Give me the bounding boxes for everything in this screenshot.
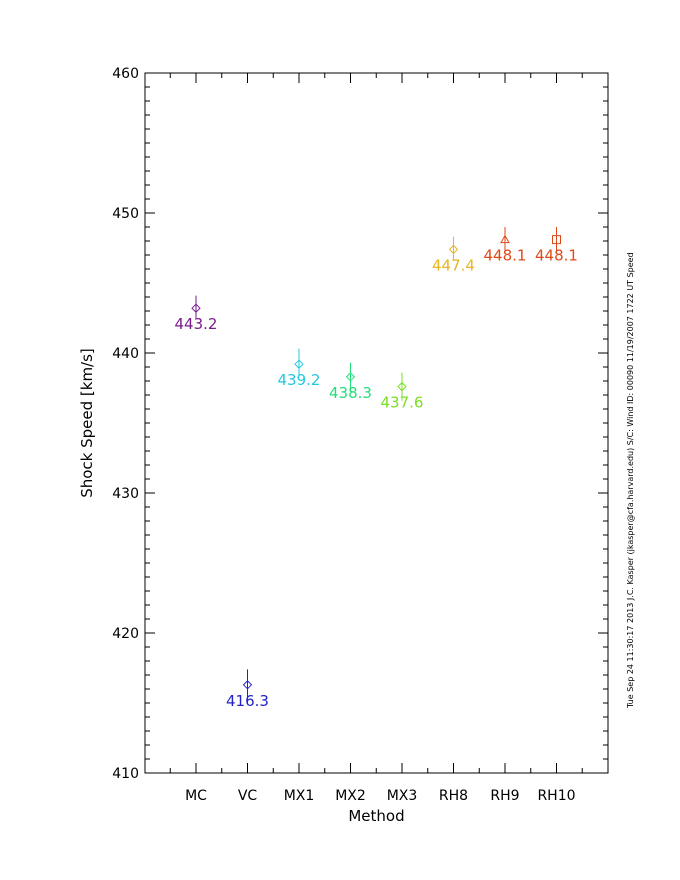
y-tick-label: 460 xyxy=(112,66,139,82)
data-label: 416.3 xyxy=(226,692,269,710)
y-tick-label: 430 xyxy=(112,486,139,502)
y-tick-label: 450 xyxy=(112,206,139,222)
data-point-rh9: 448.1 xyxy=(484,227,527,265)
diamond-marker xyxy=(397,381,407,392)
y-tick-label: 420 xyxy=(112,626,139,642)
data-label: 437.6 xyxy=(381,394,424,412)
y-axis-label: Shock Speed [km/s] xyxy=(78,348,96,498)
diamond-marker xyxy=(448,244,459,255)
x-axis-label: Method xyxy=(348,807,404,825)
x-tick-label: RH10 xyxy=(537,788,575,804)
data-label: 448.1 xyxy=(484,247,527,265)
plot-frame xyxy=(144,72,609,774)
data-point-rh10: 448.1 xyxy=(535,227,578,265)
diamond-marker xyxy=(345,372,356,382)
x-tick-label: RH9 xyxy=(490,788,519,804)
x-tick-label: MX2 xyxy=(335,788,366,804)
triangle-marker xyxy=(500,234,510,244)
plot-axes xyxy=(144,72,609,774)
timestamp-note: Tue Sep 24 11:30:17 2013 J.C. Kasper (jk… xyxy=(626,252,635,708)
x-tick-label: VC xyxy=(238,788,258,804)
data-points: 443.2 416.3 439.2 438.3 437.6 447.4 448.1 448.1 xyxy=(175,227,578,710)
data-label: 448.1 xyxy=(535,247,578,265)
data-point-mc: 443.2 xyxy=(175,295,218,333)
data-point-mx3: 437.6 xyxy=(381,372,424,412)
y-tick-label: 410 xyxy=(112,766,139,782)
data-label: 439.2 xyxy=(278,371,321,389)
y-tick-label: 440 xyxy=(112,346,139,362)
x-tick-label: MX1 xyxy=(284,788,315,804)
data-label: 447.4 xyxy=(432,256,475,274)
diamond-marker xyxy=(242,680,253,690)
y-tick-labels: 410 420 430 440 450 460 xyxy=(112,66,139,782)
data-point-mx2: 438.3 xyxy=(329,362,372,402)
data-point-mx1: 439.2 xyxy=(278,348,321,389)
x-tick-label: MX3 xyxy=(387,788,418,804)
axis-ticks xyxy=(145,72,609,774)
diamond-marker xyxy=(191,303,201,313)
data-label: 443.2 xyxy=(175,315,218,333)
x-tick-labels: MC VC MX1 MX2 MX3 RH8 RH9 RH10 xyxy=(185,788,575,804)
x-tick-label: MC xyxy=(185,788,207,804)
diamond-marker xyxy=(294,359,304,369)
square-marker xyxy=(552,235,561,245)
x-tick-label: RH8 xyxy=(439,788,468,804)
data-label: 438.3 xyxy=(329,384,372,402)
data-point-rh8: 447.4 xyxy=(432,236,475,274)
data-point-vc: 416.3 xyxy=(226,669,269,710)
